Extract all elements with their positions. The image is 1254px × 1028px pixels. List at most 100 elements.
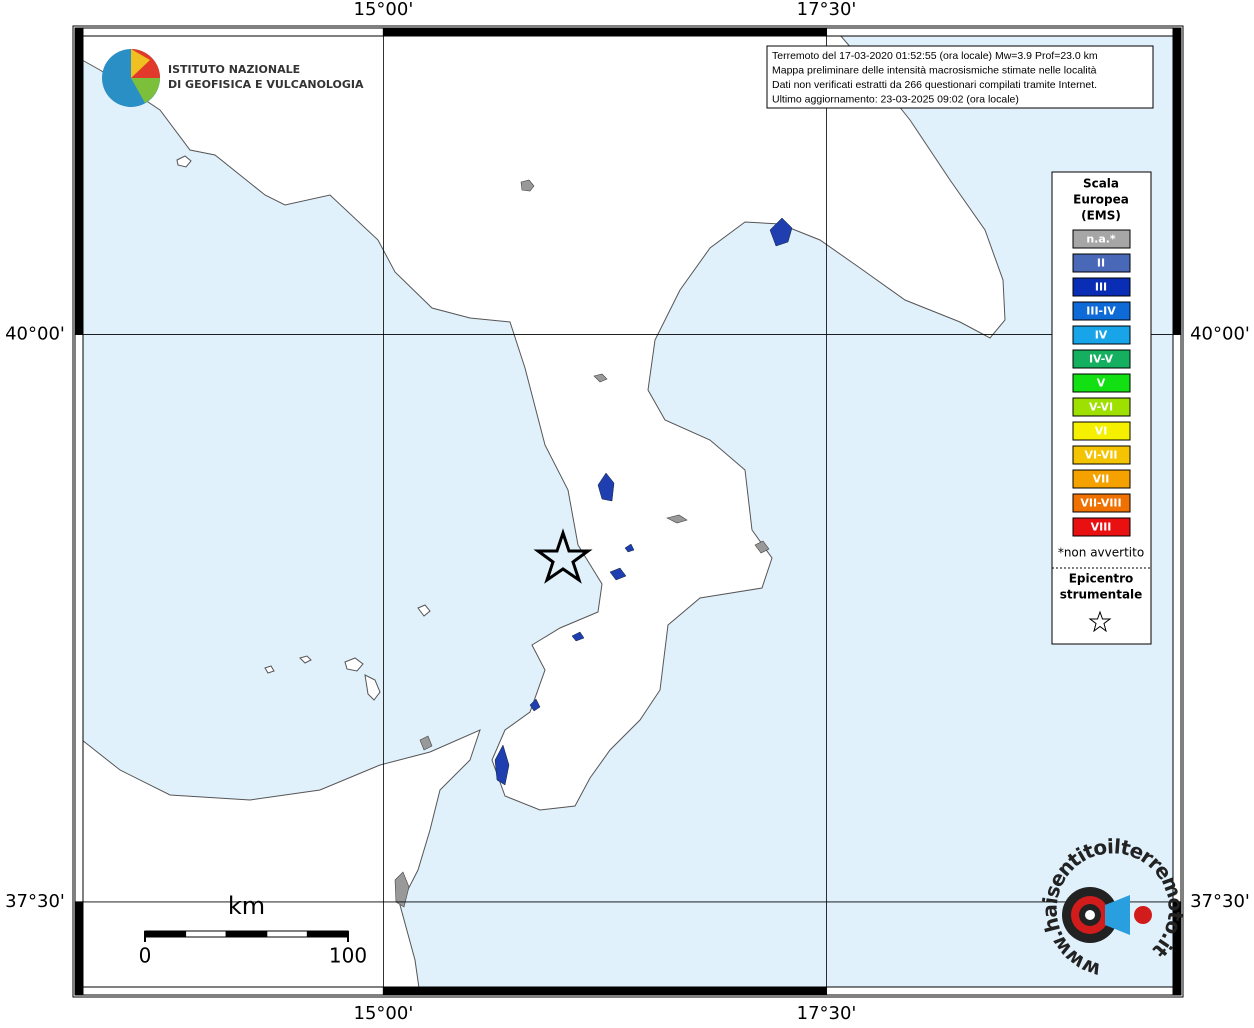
lat-label: 37°30' (1190, 891, 1250, 912)
frame-bar (1172, 333, 1182, 903)
lake (666, 514, 688, 524)
scale-unit: km (228, 892, 265, 920)
legend-epicenter: strumentale (1060, 588, 1143, 602)
report-area (494, 744, 510, 786)
info-frame (766, 45, 1154, 109)
legend-label: VI (1095, 425, 1108, 438)
legend-swatch (1072, 493, 1131, 513)
institute-line: ISTITUTO NAZIONALE (168, 63, 300, 76)
legend-swatch (1072, 277, 1131, 297)
island (299, 655, 312, 664)
legend: ScalaEuropea(EMS)n.a.*IIIIIIII-IVIVIV-VV… (1051, 171, 1152, 645)
legend-title: (EMS) (1081, 209, 1121, 223)
institute-line: DI GEOFISICA E VULCANOLOGIA (168, 78, 364, 91)
lat-label: 40°00' (1190, 323, 1250, 344)
scale-segment (306, 930, 349, 938)
lon-label: 17°30' (797, 0, 857, 20)
frame-bar (74, 901, 84, 996)
legend-title: Scala (1083, 177, 1119, 191)
legend-swatch (1072, 253, 1131, 273)
report-area (529, 698, 541, 712)
legend-label: III-IV (1086, 305, 1116, 318)
lat-label: 40°00' (5, 323, 65, 344)
lon-label: 17°30' (797, 1003, 857, 1024)
badge-question (1134, 906, 1152, 924)
frame-bar (74, 333, 84, 903)
frame-bar (826, 986, 1182, 996)
legend-epicenter: Epicentro (1069, 572, 1134, 586)
lon-label: 15°00' (354, 0, 414, 20)
scale-segment (225, 930, 268, 938)
mainland (81, 34, 1006, 811)
legend-label: IV-V (1089, 353, 1114, 366)
island (364, 674, 381, 701)
badge-center (1085, 910, 1095, 920)
report-area (624, 543, 635, 553)
legend-label: VII (1093, 473, 1110, 486)
lon-label: 15°00' (354, 1003, 414, 1024)
legend-star (1088, 610, 1112, 633)
lat-label: 37°30' (5, 891, 65, 912)
legend-swatch (1072, 229, 1131, 249)
legend-title: Europea (1073, 193, 1129, 207)
info-line: Terremoto del 17-03-2020 01:52:55 (ora l… (772, 50, 1098, 62)
info-line: Dati non verificati estratti da 266 ques… (772, 79, 1097, 91)
legend-label: VI-VII (1084, 449, 1117, 462)
island (344, 657, 364, 672)
scale-bar: km 0 100 (139, 892, 367, 968)
frame-bar (74, 27, 384, 37)
legend-swatch (1072, 397, 1131, 417)
lakes (394, 179, 770, 908)
legend-label: IV (1095, 329, 1108, 342)
info-box: Terremoto del 17-03-2020 01:52:55 (ora l… (766, 45, 1154, 109)
legend-label: V-VI (1089, 401, 1113, 414)
legend-swatch (1072, 421, 1131, 441)
legend-note: *non avvertito (1058, 546, 1144, 560)
report-area (597, 472, 615, 502)
info-line: Ultimo aggiornamento: 23-03-2025 09:02 (… (772, 93, 1019, 105)
report-area (769, 217, 793, 247)
scale-segment (185, 930, 227, 938)
island (264, 665, 275, 674)
frame-bar (1172, 27, 1182, 335)
legend-swatch (1072, 469, 1131, 489)
legend-swatch (1072, 349, 1131, 369)
lake (754, 540, 770, 554)
island (417, 604, 431, 617)
ingv-logo: ISTITUTO NAZIONALE DI GEOFISICA E VULCAN… (102, 49, 364, 107)
legend-label: III (1095, 281, 1107, 294)
graticule: 15°00' 15°00' 17°30' 17°30' 40°00' 40°00' 37°3… (5, 0, 1250, 1024)
scale-segment (266, 930, 308, 938)
frame-bar (382, 27, 828, 37)
legend-label: V (1097, 377, 1106, 390)
report-area (571, 631, 585, 642)
legend-swatch (1072, 373, 1131, 393)
lake (593, 373, 608, 383)
legend-label: VIII (1091, 521, 1112, 534)
badge-horn (1105, 895, 1130, 935)
legend-swatch (1072, 445, 1131, 465)
logo-segment (131, 78, 160, 103)
epicenter-star (533, 528, 593, 584)
info-line: Mappa preliminare delle intensità macros… (772, 64, 1097, 76)
lake (394, 871, 410, 908)
legend-swatch (1072, 517, 1131, 537)
legend-label: II (1097, 257, 1105, 270)
island (176, 155, 192, 168)
legend-label: VII-VIII (1080, 497, 1121, 510)
frame-bar (382, 986, 828, 996)
legend-swatch (1072, 325, 1131, 345)
scale-label: 0 (139, 944, 152, 968)
frame-outline (72, 25, 1184, 998)
frame-bar (74, 986, 384, 996)
report-area (609, 567, 627, 581)
land (81, 34, 1006, 996)
frame-bar (74, 27, 84, 335)
logo-segment (131, 49, 150, 78)
scale-label: 100 (329, 944, 367, 968)
legend-swatch (1072, 301, 1131, 321)
lake (520, 179, 535, 192)
reports (494, 217, 793, 786)
